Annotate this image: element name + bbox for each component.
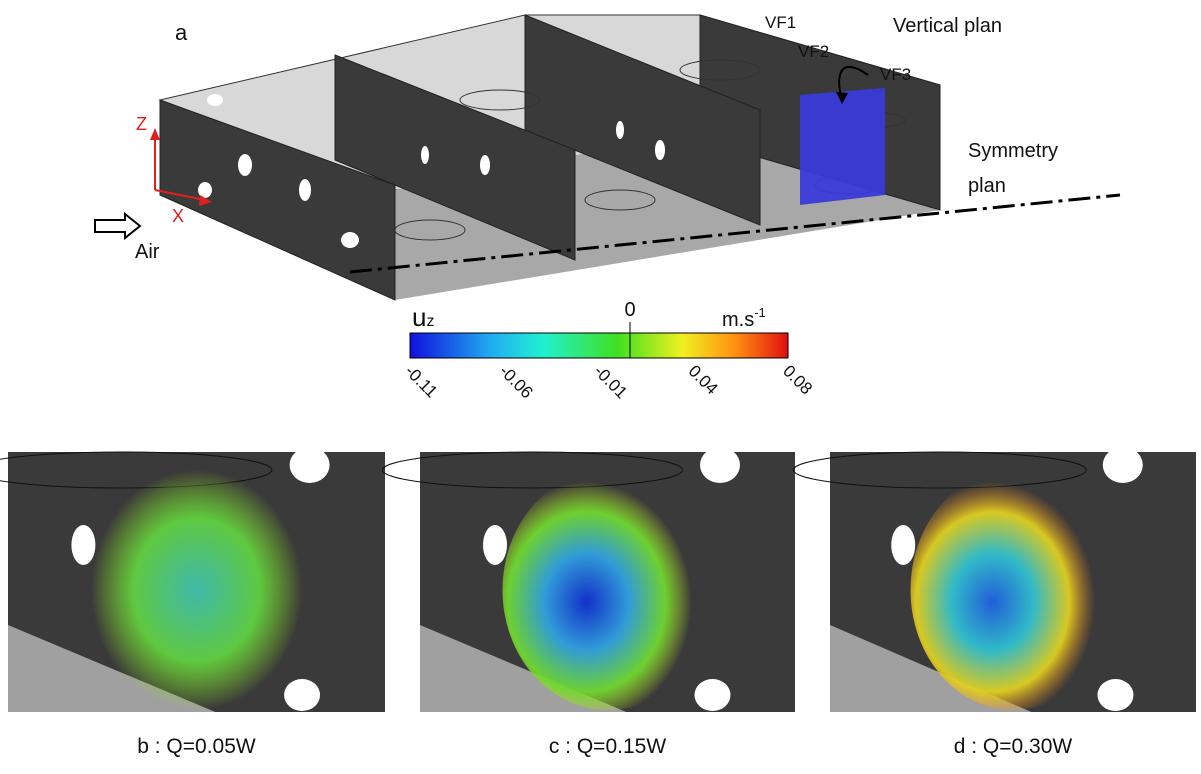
hole <box>284 679 321 711</box>
symmetry-plan-label: plan <box>968 175 1006 197</box>
geometry <box>94 14 1121 301</box>
hole <box>694 679 731 711</box>
panel: d : Q=0.30W <box>792 447 1196 758</box>
colorbar-unit: m.s-1 <box>722 305 766 331</box>
hole <box>891 525 916 565</box>
vector-field <box>90 470 303 710</box>
wall-label: VF1 <box>765 13 796 32</box>
colorbar-tick-label: 0.08 <box>779 361 816 398</box>
colorbar-tick-label: -0.06 <box>496 361 537 402</box>
vector-field <box>502 470 713 710</box>
tube-outline <box>382 451 683 489</box>
hole <box>1102 447 1143 483</box>
panel: c : Q=0.15W <box>382 447 795 758</box>
variable-sub: z <box>426 313 434 330</box>
vertical-plan-label: Vertical plan <box>893 15 1002 37</box>
unit-sup: -1 <box>754 305 766 320</box>
hole <box>71 525 96 565</box>
variable: u <box>412 302 426 332</box>
hole <box>700 447 740 483</box>
panel-caption: b : Q=0.05W <box>137 735 256 758</box>
vector-field <box>910 470 1116 710</box>
hole <box>483 525 507 565</box>
wall-label: VF3 <box>880 65 911 84</box>
colorbar-tick-label: -0.11 <box>401 361 441 401</box>
unit: m.s <box>722 309 754 331</box>
colorbar-variable: uz <box>412 302 434 332</box>
panel-label: a <box>175 20 188 45</box>
panel-caption: d : Q=0.30W <box>954 735 1073 758</box>
axis-label: Z <box>136 114 147 134</box>
panel: b : Q=0.05W <box>0 447 385 758</box>
panel-caption: c : Q=0.15W <box>549 735 666 758</box>
symmetry-plan-label: Symmetry <box>968 140 1058 162</box>
wall-label: VF2 <box>798 42 829 61</box>
floor <box>8 625 216 712</box>
colorbar-tick-label: -0.01 <box>590 361 631 402</box>
tube-outline <box>792 451 1087 489</box>
inflow-label: Air <box>135 241 160 263</box>
colorbar <box>409 332 789 359</box>
colorbar-zero: 0 <box>624 299 635 321</box>
hole <box>1097 679 1134 711</box>
axis-label: X <box>172 206 184 226</box>
colorbar-tick-label: 0.04 <box>685 361 722 398</box>
hole <box>289 447 330 483</box>
tube-outline <box>0 451 273 489</box>
